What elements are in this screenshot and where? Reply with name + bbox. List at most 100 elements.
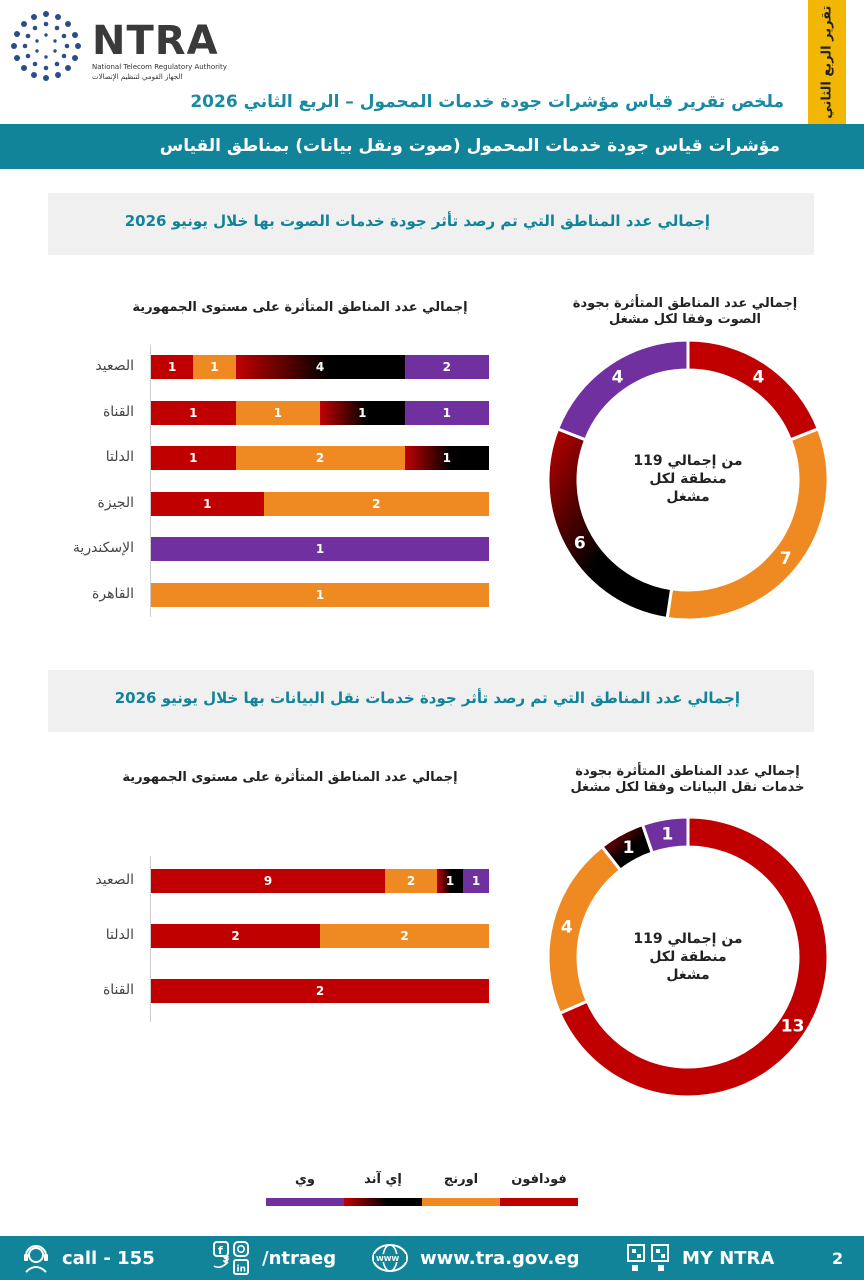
bar-segment-etisalat: 1 xyxy=(320,400,405,425)
svg-text:WWW: WWW xyxy=(376,1255,399,1263)
voice-section-title: إجمالي عدد المناطق التي تم رصد تأثر جودة… xyxy=(124,212,710,230)
globe-icon: WWW xyxy=(372,1244,408,1272)
logo-subtitle-ar: الجهاز القومي لتنظيم الإتصالات xyxy=(92,73,183,81)
legend-swatch xyxy=(344,1198,422,1206)
svg-text:in: in xyxy=(237,1265,247,1275)
bar-category-label: الجيزة xyxy=(97,494,134,511)
page-number: 2 xyxy=(832,1248,844,1268)
voice-donut-center-text: من إجمالي 119 منطقة لكل مشغل xyxy=(633,453,743,505)
bar-segment-etisalat: 4 xyxy=(235,355,405,379)
bar-category-label: الإسكندرية xyxy=(72,540,134,556)
qr-code-icon xyxy=(627,1244,669,1271)
bar-category-label: الصعيد xyxy=(95,872,134,888)
ntra-logo: NTRA National Telecom Regulatory Authori… xyxy=(8,8,228,88)
bar-segment-orange: 2 xyxy=(235,446,405,470)
bar-segment-etisalat: 1 xyxy=(437,869,463,893)
call-number: call - 155 xyxy=(62,1247,155,1269)
bar-row: 1 xyxy=(151,537,489,561)
data-section-title: إجمالي عدد المناطق التي تم رصد تأثر جودة… xyxy=(114,689,740,707)
legend-swatch xyxy=(266,1198,344,1206)
section-banner: مؤشرات قياس جودة خدمات المحمول (صوت ونقل… xyxy=(0,124,864,169)
bar-category-label: الدلتا xyxy=(105,927,134,943)
operator-legend: فودافون اورنج إي آند وي xyxy=(266,1172,578,1208)
legend-swatch xyxy=(500,1198,578,1206)
voice-bar-chart-title: إجمالي عدد المناطق المتأثرة على مستوى ال… xyxy=(132,300,468,315)
bar-segment-orange: 2 xyxy=(385,869,437,893)
footer-app[interactable]: MY NTRA xyxy=(626,1236,774,1280)
legend-item-orange: اورنج xyxy=(422,1172,500,1208)
bar-segment-vodafone: 1 xyxy=(151,400,236,425)
donut-slice-we xyxy=(555,338,690,442)
bar-segment-vodafone: 1 xyxy=(151,446,236,470)
bar-row: 2 xyxy=(151,979,489,1003)
bar-segment-vodafone: 2 xyxy=(151,979,489,1003)
svg-text:f: f xyxy=(218,1244,223,1257)
bar-segment-orange: 1 xyxy=(235,400,320,425)
voice-donut-chart: 4 7 6 4 xyxy=(546,338,830,622)
donut-value-label: 4 xyxy=(561,917,573,937)
footer-social[interactable]: f in /ntraeg xyxy=(212,1236,336,1280)
bar-segment-orange: 2 xyxy=(263,491,489,516)
voice-section-header: إجمالي عدد المناطق التي تم رصد تأثر جودة… xyxy=(48,193,814,255)
bar-segment-vodafone: 2 xyxy=(151,924,320,948)
legend-swatch xyxy=(422,1198,500,1206)
legend-label: إي آند xyxy=(364,1172,402,1187)
legend-item-vodafone: فودافون xyxy=(500,1172,578,1208)
bar-category-label: القناة xyxy=(102,403,134,420)
data-bar-axis xyxy=(150,856,151,1022)
bar-segment-we: 2 xyxy=(404,355,489,379)
report-title: ملخص تقرير قياس مؤشرات جودة خدمات المحمو… xyxy=(190,92,784,112)
voice-bar-axis xyxy=(150,345,151,617)
donut-value-label: 7 xyxy=(780,549,792,569)
bar-category-label: الدلتا xyxy=(105,449,134,465)
footer-website[interactable]: WWW www.tra.gov.eg xyxy=(370,1236,580,1280)
data-donut-center-text: من إجمالي 119 منطقة لكل مشغل xyxy=(633,931,743,983)
footer-call[interactable]: call - 155 xyxy=(20,1236,155,1280)
voice-donut-title: إجمالي عدد المناطق المتأثرة بجودة الصوت … xyxy=(572,296,798,327)
bar-segment-we: 1 xyxy=(151,537,489,561)
bar-segment-etisalat: 1 xyxy=(404,446,489,470)
app-name: MY NTRA xyxy=(682,1247,775,1269)
donut-value-label: 13 xyxy=(781,1016,805,1036)
data-donut-title: إجمالي عدد المناطق المتأثرة بجودة خدمات … xyxy=(570,764,805,795)
footer-bar: call - 155 f in /ntraeg WWW www.tra.gov.… xyxy=(0,1236,864,1280)
website-url: www.tra.gov.eg xyxy=(420,1247,580,1269)
donut-slice-orange xyxy=(546,844,623,1016)
logo-dots-icon xyxy=(11,11,81,81)
logo-wordmark: NTRA xyxy=(92,18,219,64)
data-donut-chart: 13 4 1 1 xyxy=(546,815,830,1099)
bar-segment-we: 1 xyxy=(463,869,489,893)
donut-slice-vodafone xyxy=(557,815,830,1099)
bar-segment-orange: 2 xyxy=(320,924,489,948)
data-section-header: إجمالي عدد المناطق التي تم رصد تأثر جودة… xyxy=(48,670,814,732)
donut-value-label: 1 xyxy=(623,838,635,858)
legend-label: وي xyxy=(295,1172,315,1187)
bar-category-label: القناة xyxy=(102,982,134,998)
donut-slice-we xyxy=(640,815,690,855)
donut-value-label: 6 xyxy=(574,534,586,554)
donut-value-label: 4 xyxy=(752,368,764,388)
logo-subtitle-en: National Telecom Regulatory Authority xyxy=(92,63,227,71)
bar-segment-vodafone: 1 xyxy=(151,491,264,516)
donut-value-label: 4 xyxy=(612,368,624,388)
bar-segment-vodafone: 9 xyxy=(151,869,385,893)
bar-category-label: القاهرة xyxy=(92,585,134,602)
section-banner-text: مؤشرات قياس جودة خدمات المحمول (صوت ونقل… xyxy=(159,136,780,156)
bar-segment-orange: 1 xyxy=(151,582,489,607)
bar-row: 1 xyxy=(151,582,489,607)
legend-label: فودافون xyxy=(511,1172,567,1187)
data-bar-chart-title: إجمالي عدد المناطق المتأثرة على مستوى ال… xyxy=(122,770,458,785)
headset-icon xyxy=(24,1245,48,1273)
bar-segment-we: 1 xyxy=(404,400,489,425)
donut-value-label: 1 xyxy=(662,825,674,845)
bar-category-label: الصعيد xyxy=(95,358,134,374)
social-handle: /ntraeg xyxy=(262,1247,337,1269)
legend-item-etisalat: إي آند xyxy=(344,1172,422,1208)
donut-slice-vodafone xyxy=(686,338,821,442)
